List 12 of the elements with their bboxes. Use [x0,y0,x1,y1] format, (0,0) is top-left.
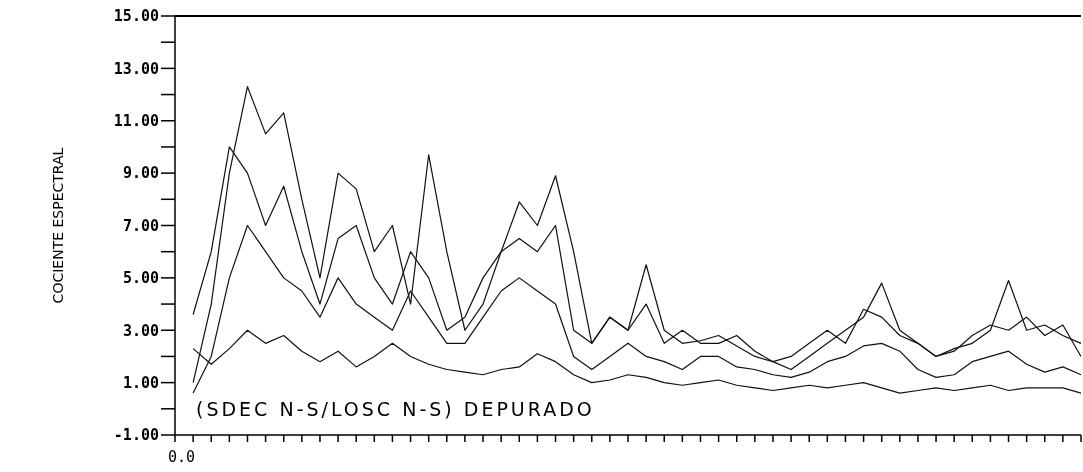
y-tick-label: 15.00 [113,7,159,26]
y-tick-label: 7.00 [122,216,159,235]
text: 0.0 [168,448,196,466]
y-tick-label: 3.00 [122,321,159,340]
y-tick-label: 9.00 [122,164,159,183]
y-tick-label: 1.00 [122,373,159,392]
y-tick-label: 5.00 [122,269,159,288]
y-axis-title: COCIENTE ESPECTRAL [49,147,66,304]
annotation: (SDEC N-S/LOSC N-S) DEPURADO [196,398,595,420]
y-tick-label: 13.00 [113,59,159,78]
y-tick-label: 11.00 [113,112,159,131]
y-tick-label: -1.00 [113,426,159,445]
